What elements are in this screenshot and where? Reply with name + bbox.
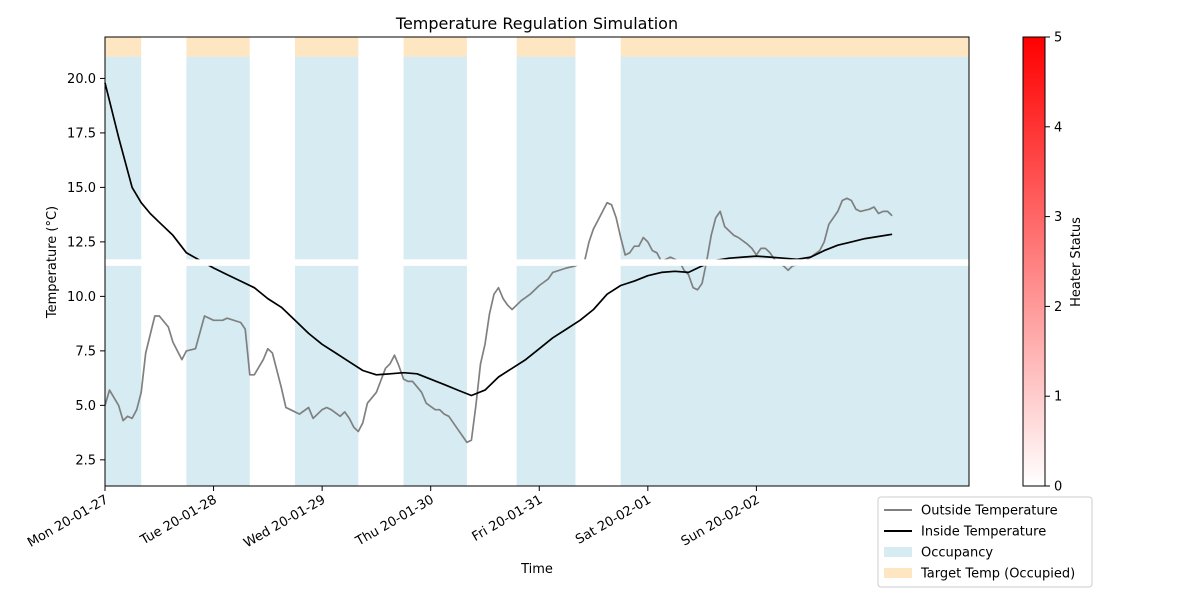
legend: Outside Temperature Inside Temperature Occ… xyxy=(877,496,1093,588)
y-tick-label: 17.5 xyxy=(67,126,96,141)
colorbar-tick-label: 2 xyxy=(1054,300,1062,315)
legend-label: Occupancy xyxy=(921,546,993,561)
legend-label: Outside Temperature xyxy=(921,504,1058,519)
occupancy-span xyxy=(294,56,359,486)
colorbar-ticks: 0 1 2 3 4 5 xyxy=(1045,31,1062,495)
plot-frame xyxy=(104,36,970,487)
occupancy-span xyxy=(516,56,576,486)
occupancy-span xyxy=(186,56,250,486)
legend-label: Inside Temperature xyxy=(921,525,1046,540)
inside-temperature-line xyxy=(104,82,893,397)
colorbar-tick-label: 1 xyxy=(1054,390,1062,405)
x-tick-label: Mon 20-01-27 xyxy=(25,492,111,550)
y-axis-label: Temperature (°C) xyxy=(45,206,60,319)
outside-temperature-line xyxy=(104,197,893,444)
series-layer xyxy=(104,82,969,444)
comfort-gap-band xyxy=(105,259,969,266)
target-temp-span xyxy=(105,37,142,57)
target-temp-span xyxy=(516,37,576,57)
legend-patch-swatch xyxy=(884,568,912,578)
colorbar: 0 1 2 3 4 5 Heater Status xyxy=(1022,31,1084,495)
x-tick-label: Sun 20-02-02 xyxy=(679,492,763,549)
y-tick-label: 2.5 xyxy=(75,453,96,468)
y-tick-label: 15.0 xyxy=(67,181,96,196)
colorbar-tick-label: 4 xyxy=(1054,120,1062,135)
legend-frame xyxy=(877,496,1093,588)
x-tick-label: Wed 20-01-29 xyxy=(241,492,328,551)
colorbar-label: Heater Status xyxy=(1069,217,1084,307)
colorbar-tick-label: 3 xyxy=(1054,210,1062,225)
occupancy-span xyxy=(403,56,467,486)
x-axis: Mon 20-01-27 Tue 20-01-28 Wed 20-01-29 Thu … xyxy=(25,486,762,551)
x-tick-label: Fri 20-01-31 xyxy=(470,492,546,544)
colorbar-gradient xyxy=(1022,36,1046,487)
x-tick-label: Tue 20-01-28 xyxy=(137,492,219,548)
target-temp-span xyxy=(186,37,250,57)
colorbar-tick-label: 5 xyxy=(1054,31,1062,46)
y-tick-label: 5.0 xyxy=(75,399,96,414)
colorbar-tick-label: 0 xyxy=(1054,480,1062,495)
target-temp-span xyxy=(403,37,467,57)
legend-items: Outside Temperature Inside Temperature Occ… xyxy=(884,504,1075,582)
y-axis: 2.5 5.0 7.5 10.0 12.5 15.0 17.5 20.0 xyxy=(67,72,105,468)
legend-patch-swatch xyxy=(884,547,912,557)
y-tick-label: 20.0 xyxy=(67,72,96,87)
background-bands xyxy=(105,37,969,486)
target-temp-span xyxy=(620,37,969,57)
x-tick-label: Thu 20-01-30 xyxy=(352,492,436,549)
x-axis-label: Time xyxy=(520,562,553,577)
x-tick-label: Sat 20-02-01 xyxy=(573,492,654,547)
chart-title: Temperature Regulation Simulation xyxy=(395,14,678,33)
y-tick-label: 10.0 xyxy=(67,290,96,305)
target-temp-span xyxy=(294,37,359,57)
occupancy-span xyxy=(105,56,142,486)
y-tick-label: 12.5 xyxy=(67,235,96,250)
legend-label: Target Temp (Occupied) xyxy=(920,567,1075,582)
y-tick-label: 7.5 xyxy=(75,344,96,359)
